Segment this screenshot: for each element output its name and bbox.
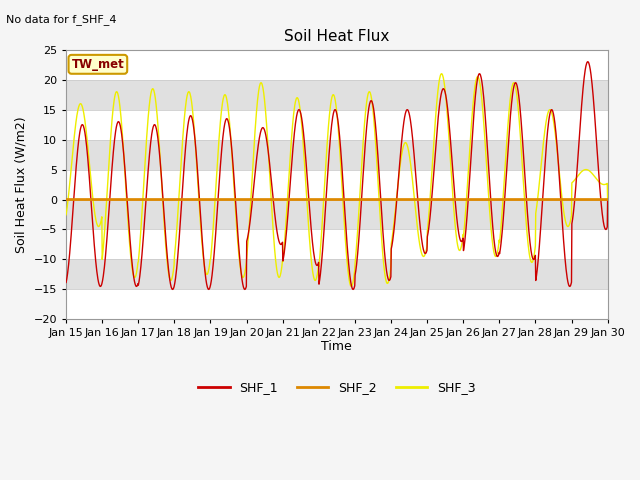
X-axis label: Time: Time (321, 340, 352, 353)
Text: TW_met: TW_met (72, 58, 124, 71)
Bar (66, 200, 607, 229)
Bar (66, 260, 607, 289)
Y-axis label: Soil Heat Flux (W/m2): Soil Heat Flux (W/m2) (15, 116, 28, 253)
Text: No data for f_SHF_4: No data for f_SHF_4 (6, 14, 117, 25)
Bar (66, 140, 607, 169)
Bar (66, 80, 607, 109)
Legend: SHF_1, SHF_2, SHF_3: SHF_1, SHF_2, SHF_3 (193, 376, 481, 399)
Title: Soil Heat Flux: Soil Heat Flux (284, 29, 390, 44)
